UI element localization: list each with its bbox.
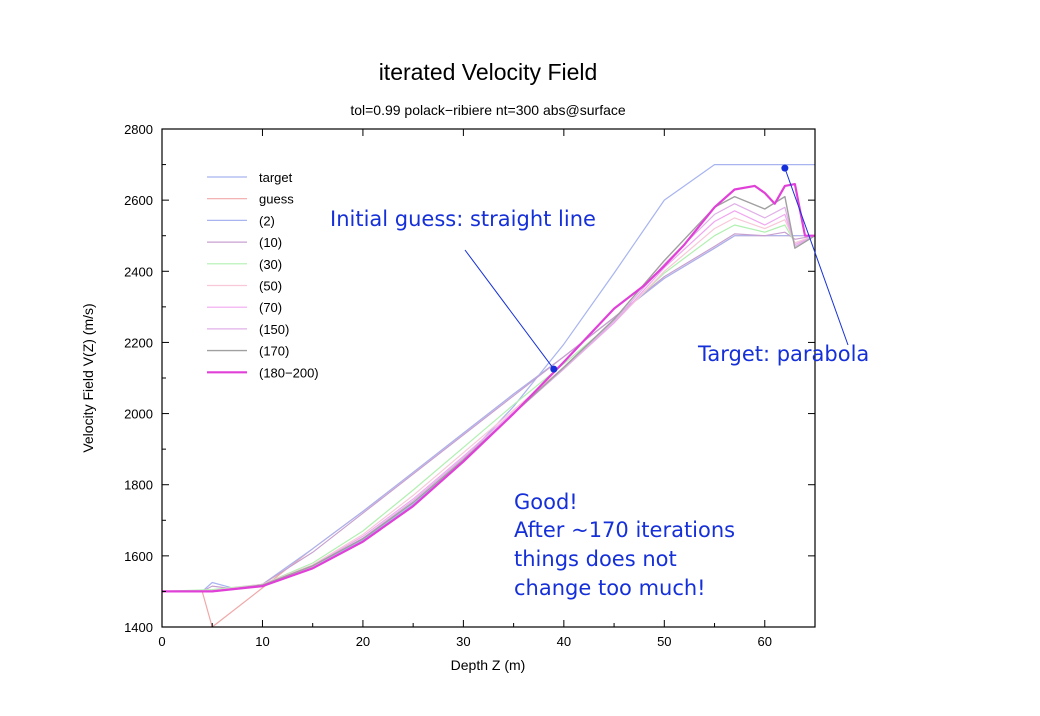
axis-ticks-group (161, 128, 815, 628)
x-tick-label: 20 (356, 634, 370, 649)
annotation-good-line-4: change too much! (514, 576, 706, 600)
x-tick-label: 50 (657, 634, 671, 649)
annotation-good-line-3: things does not (514, 547, 677, 571)
annotation-good-line-2: After ~170 iterations (514, 518, 735, 542)
y-tick-label: 1600 (124, 549, 153, 564)
x-tick-label: 40 (557, 634, 571, 649)
chart-subtitle: tol=0.99 polack−ribiere nt=300 abs@surfa… (350, 102, 626, 118)
y-axis-label: Velocity Field V(Z) (m/s) (80, 303, 96, 452)
y-tick-label: 2200 (124, 335, 153, 350)
annotation-target-marker (781, 164, 789, 172)
legend-label-9: (180−200) (259, 365, 319, 380)
y-tick-label: 1400 (124, 620, 153, 635)
legend-label-1: guess (259, 192, 294, 207)
y-tick-label: 2000 (124, 407, 153, 422)
y-tick-label: 2600 (124, 193, 153, 208)
x-tick-label: 30 (456, 634, 470, 649)
x-tick-label: 60 (758, 634, 772, 649)
annotation-good-line-1: Good! (514, 490, 578, 514)
legend-label-8: (170) (259, 344, 289, 359)
series-line-9 (162, 183, 815, 593)
series-line-8 (162, 195, 816, 593)
x-tick-label: 10 (255, 634, 269, 649)
chart-legend: target guess (2) (10) (30) (50) (70) (150) (170)… (207, 170, 319, 380)
legend-label-5: (50) (259, 279, 282, 294)
annotation-target-leader (784, 167, 849, 346)
y-tick-label: 2800 (124, 122, 153, 137)
y-tick-label: 1800 (124, 478, 153, 493)
annotation-initial-guess: Initial guess: straight line (330, 207, 596, 231)
chart-title: iterated Velocity Field (379, 59, 598, 85)
y-tick-label: 2400 (124, 264, 153, 279)
annotations-group: Initial guess: straight line Target: par… (330, 164, 869, 600)
x-tick-label: 0 (158, 634, 165, 649)
legend-label-0: target (259, 170, 293, 185)
legend-label-4: (30) (259, 257, 282, 272)
legend-label-3: (10) (259, 235, 282, 250)
series-line-4 (161, 224, 816, 592)
x-axis-label: Depth Z (m) (451, 657, 526, 673)
annotation-target: Target: parabola (697, 342, 869, 366)
tick-labels-group: 0 10 20 30 40 50 60 1400 1600 1800 2000 2200 2400 260… (124, 122, 772, 649)
legend-label-7: (150) (259, 322, 289, 337)
legend-label-2: (2) (259, 213, 275, 228)
annotation-initial-guess-marker (550, 365, 558, 373)
annotation-initial-guess-leader (464, 249, 555, 370)
plot-series-group (161, 164, 816, 628)
legend-label-6: (70) (259, 300, 282, 315)
